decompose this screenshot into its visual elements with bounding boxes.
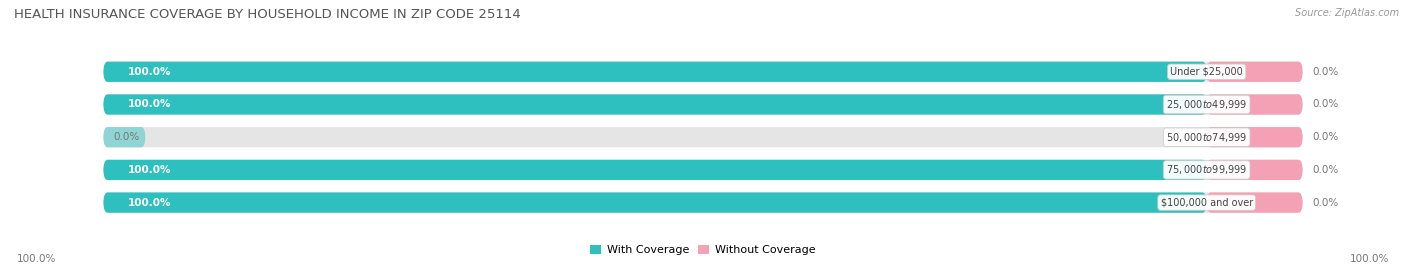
Text: 0.0%: 0.0% <box>1312 67 1339 77</box>
FancyBboxPatch shape <box>1206 160 1302 180</box>
Text: HEALTH INSURANCE COVERAGE BY HOUSEHOLD INCOME IN ZIP CODE 25114: HEALTH INSURANCE COVERAGE BY HOUSEHOLD I… <box>14 8 520 21</box>
Text: 100.0%: 100.0% <box>128 198 172 208</box>
Text: 100.0%: 100.0% <box>1350 254 1389 264</box>
Text: $100,000 and over: $100,000 and over <box>1160 198 1253 208</box>
Text: 0.0%: 0.0% <box>112 132 139 142</box>
FancyBboxPatch shape <box>104 192 1302 213</box>
FancyBboxPatch shape <box>104 192 1206 213</box>
FancyBboxPatch shape <box>104 160 1206 180</box>
Text: 0.0%: 0.0% <box>1312 100 1339 109</box>
Text: $50,000 to $74,999: $50,000 to $74,999 <box>1166 131 1247 144</box>
FancyBboxPatch shape <box>104 62 1302 82</box>
FancyBboxPatch shape <box>104 127 145 147</box>
Text: $25,000 to $49,999: $25,000 to $49,999 <box>1166 98 1247 111</box>
Text: 100.0%: 100.0% <box>128 67 172 77</box>
Text: Under $25,000: Under $25,000 <box>1170 67 1243 77</box>
Text: 100.0%: 100.0% <box>17 254 56 264</box>
Text: Source: ZipAtlas.com: Source: ZipAtlas.com <box>1295 8 1399 18</box>
FancyBboxPatch shape <box>1206 192 1302 213</box>
FancyBboxPatch shape <box>104 160 1302 180</box>
FancyBboxPatch shape <box>104 94 1302 115</box>
Text: 0.0%: 0.0% <box>1312 132 1339 142</box>
FancyBboxPatch shape <box>1206 94 1302 115</box>
FancyBboxPatch shape <box>104 62 1206 82</box>
Legend: With Coverage, Without Coverage: With Coverage, Without Coverage <box>586 240 820 260</box>
Text: $75,000 to $99,999: $75,000 to $99,999 <box>1166 163 1247 176</box>
Text: 0.0%: 0.0% <box>1312 165 1339 175</box>
FancyBboxPatch shape <box>1206 127 1302 147</box>
Text: 0.0%: 0.0% <box>1312 198 1339 208</box>
FancyBboxPatch shape <box>1206 62 1302 82</box>
FancyBboxPatch shape <box>104 94 1206 115</box>
Text: 100.0%: 100.0% <box>128 100 172 109</box>
Text: 100.0%: 100.0% <box>128 165 172 175</box>
FancyBboxPatch shape <box>104 127 1302 147</box>
